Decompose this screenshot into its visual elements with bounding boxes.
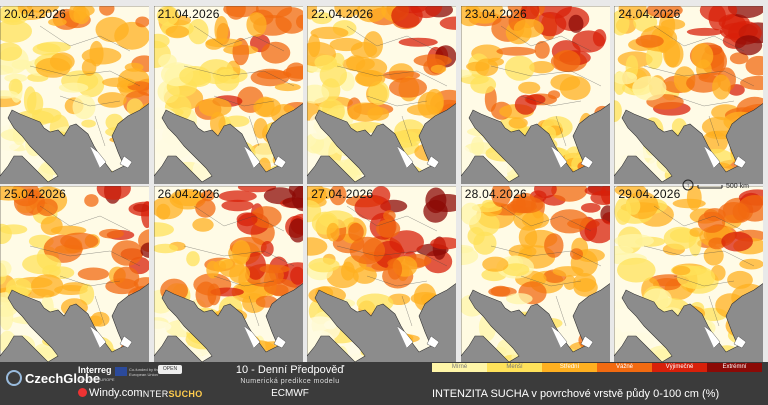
forecast-subtitle: Numerická predikce modelu	[240, 378, 340, 385]
map-svg	[0, 6, 149, 184]
czechglobe-logo: CzechGlobe	[6, 370, 100, 386]
panel-date: 27.04.2026	[311, 187, 374, 201]
legend-item: Mírné	[432, 363, 487, 372]
panel-date: 20.04.2026	[4, 7, 67, 21]
scale-label: 500 km	[726, 183, 749, 190]
forecast-map-panel: 25.04.2026	[0, 186, 151, 364]
map-svg	[0, 186, 149, 364]
forecast-map-panel: 29.04.2026	[614, 186, 766, 364]
legend-item: Střední	[542, 363, 597, 372]
panel-date: 26.04.2026	[157, 187, 220, 201]
intersucho-logo: INTERSUCHO	[140, 389, 203, 399]
interreg-logo: Interreg CENTRAL EUROPE	[78, 365, 115, 383]
forecast-map-panel: 20.04.2026	[0, 6, 151, 184]
legend-title: INTENZITA SUCHA v povrchové vrstvě půdy …	[432, 388, 720, 400]
map-svg	[153, 6, 303, 184]
map-svg	[307, 6, 457, 184]
map-svg	[614, 186, 764, 364]
legend-item: Extrémní	[707, 363, 762, 372]
footer: CzechGlobe Interreg CENTRAL EUROPE Co-fun…	[0, 362, 768, 405]
panel-date: 22.04.2026	[311, 7, 374, 21]
map-grid: 20.04.2026 21.04.2026 22.04.2026	[0, 6, 766, 364]
panel-date: 21.04.2026	[157, 7, 220, 21]
map-svg	[153, 186, 303, 364]
windy-logo: Windy.com	[78, 387, 143, 399]
panel-date: 23.04.2026	[464, 7, 527, 21]
panel-date: 25.04.2026	[4, 187, 67, 201]
map-svg	[460, 6, 610, 184]
eu-text: Co-funded by the European Union	[129, 367, 160, 377]
legend-item: Menší	[487, 363, 542, 372]
scale-bar: ↑ 500 km	[682, 178, 762, 192]
panel-date: 29.04.2026	[618, 187, 681, 201]
legend-item: Výjimečné	[652, 363, 707, 372]
forecast-map-panel: 23.04.2026	[460, 6, 612, 184]
forecast-model: ECMWF	[271, 388, 309, 399]
forecast-map-panel: 26.04.2026	[153, 186, 305, 364]
panel-date: 28.04.2026	[464, 187, 527, 201]
svg-text:↑: ↑	[687, 184, 690, 190]
forecast-map-panel: 27.04.2026	[307, 186, 459, 364]
map-svg	[460, 186, 610, 364]
legend: Mírné Menší Střední Vážné Výjimečné Extrémní	[432, 363, 762, 372]
forecast-map-panel: 28.04.2026	[460, 186, 612, 364]
badge-logo: OPEN	[158, 365, 182, 374]
forecast-map-panel: 24.04.2026	[614, 6, 766, 184]
forecast-title: 10 - Denní Předpověď	[235, 364, 345, 376]
forecast-map-panel: 22.04.2026	[307, 6, 459, 184]
legend-item: Vážné	[597, 363, 652, 372]
forecast-map-panel: 21.04.2026	[153, 6, 305, 184]
panel-date: 24.04.2026	[618, 7, 681, 21]
eu-flag-icon	[115, 367, 127, 376]
map-svg	[614, 6, 764, 184]
map-svg	[307, 186, 457, 364]
